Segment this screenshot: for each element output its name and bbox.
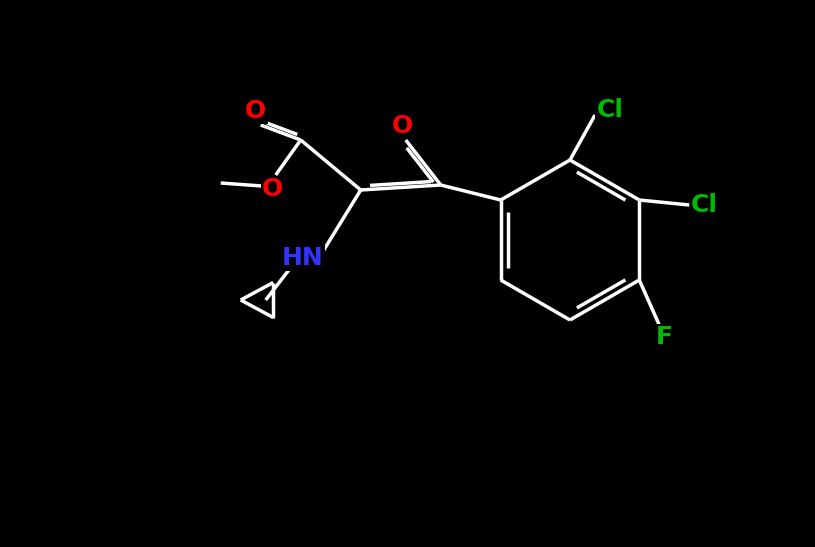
Text: F: F (656, 325, 672, 349)
Text: O: O (262, 177, 284, 201)
Text: O: O (245, 99, 267, 123)
Text: Cl: Cl (691, 193, 718, 217)
Text: O: O (392, 114, 413, 138)
Text: Cl: Cl (597, 98, 623, 122)
Text: HN: HN (282, 246, 324, 270)
